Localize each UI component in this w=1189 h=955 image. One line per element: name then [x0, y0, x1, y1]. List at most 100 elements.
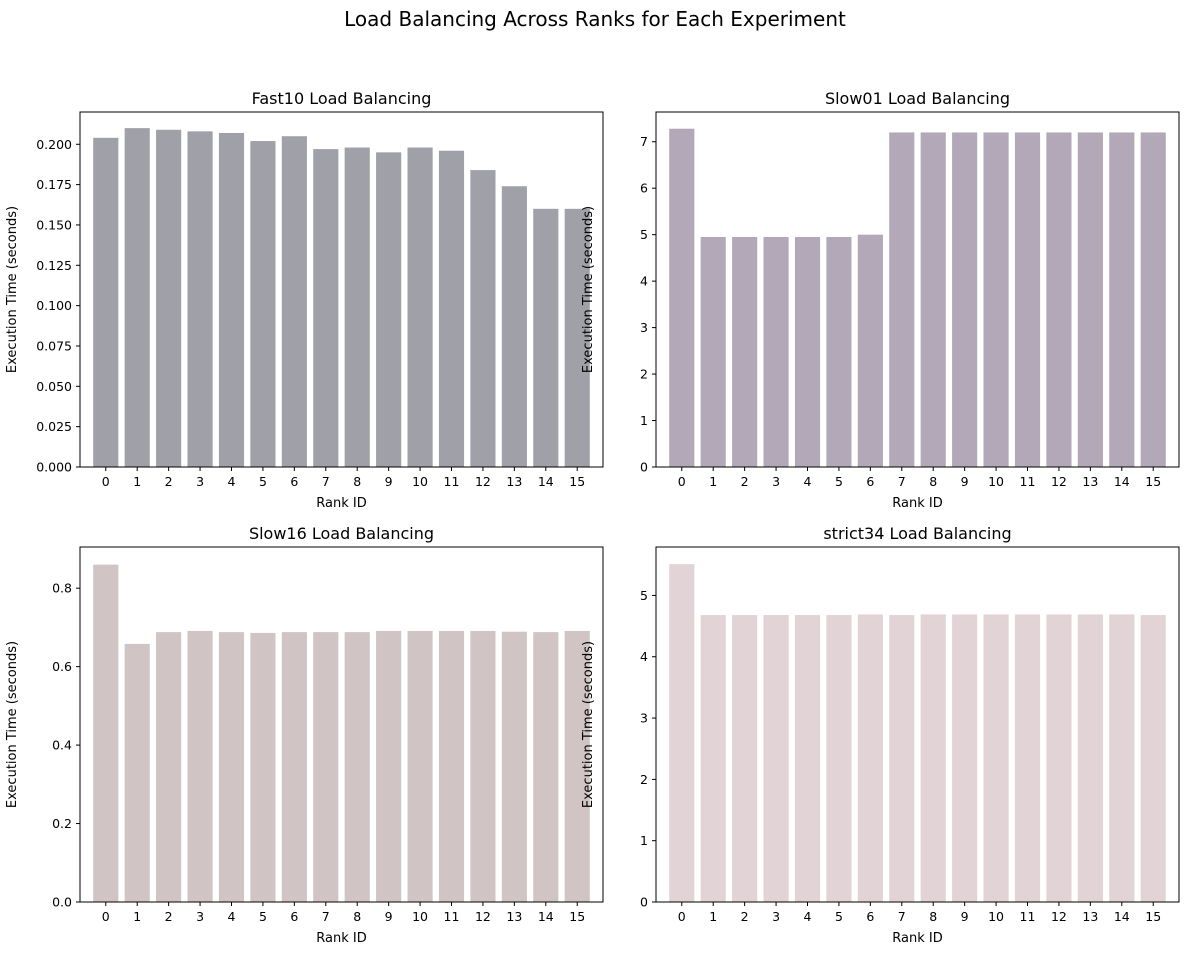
- y-axis-label: Execution Time (seconds): [581, 641, 596, 808]
- subplot-grid: 0 1 2 3 4 5 6 7 8 9 10 11 12 13 14 150.0000.0250.0500.0…: [5, 89, 1180, 946]
- y-tick-label: 3: [640, 320, 648, 335]
- x-tick-label: 6: [866, 909, 874, 924]
- x-tick-label: 9: [961, 909, 969, 924]
- bar-rank-6: [857, 234, 883, 467]
- x-tick-label: 1: [709, 909, 717, 924]
- bar-rank-13: [501, 631, 527, 902]
- bar-rank-4: [794, 615, 821, 902]
- bar-rank-3: [187, 131, 213, 467]
- y-tick-label: 0.4: [52, 738, 72, 753]
- bar-rank-10: [407, 630, 433, 902]
- figure-suptitle: Load Balancing Across Ranks for Each Exp…: [344, 7, 846, 31]
- y-axis-label: Execution Time (seconds): [5, 206, 20, 373]
- bar-rank-8: [920, 132, 946, 468]
- bar-rank-7: [313, 149, 339, 467]
- x-tick-label: 13: [1082, 474, 1098, 489]
- x-tick-label: 11: [444, 474, 460, 489]
- x-axis-label: Rank ID: [316, 496, 366, 511]
- x-tick-label: 15: [1145, 909, 1161, 924]
- x-tick-label: 14: [538, 474, 554, 489]
- x-axis-label: Rank ID: [316, 931, 366, 946]
- x-tick-label: 9: [385, 474, 393, 489]
- y-tick-label: 6: [640, 181, 648, 196]
- bar-rank-8: [344, 632, 370, 902]
- x-tick-label: 5: [835, 474, 843, 489]
- bar-rank-3: [763, 615, 789, 902]
- x-tick-label: 1: [133, 474, 141, 489]
- x-tick-label: 14: [1114, 909, 1130, 924]
- bar-rank-10: [983, 614, 1009, 902]
- x-tick-label: 11: [1020, 909, 1036, 924]
- bar-rank-6: [281, 632, 307, 902]
- bar-rank-8: [344, 147, 370, 467]
- subplot-title: Fast10 Load Balancing: [252, 89, 432, 108]
- bar-rank-5: [826, 236, 852, 467]
- x-tick-label: 8: [353, 474, 361, 489]
- bar-rank-5: [826, 615, 852, 902]
- bar-rank-2: [732, 615, 758, 902]
- x-tick-label: 12: [475, 474, 491, 489]
- axes-frame: [655, 546, 1180, 903]
- bar-rank-7: [889, 615, 915, 902]
- x-tick-label: 3: [196, 474, 204, 489]
- x-tick-label: 12: [1051, 909, 1067, 924]
- x-tick-label: 6: [290, 474, 298, 489]
- x-tick-label: 2: [741, 909, 749, 924]
- y-tick-label: 0.150: [36, 217, 72, 232]
- bar-rank-1: [124, 643, 150, 902]
- bar-rank-12: [1046, 132, 1072, 468]
- x-tick-label: 10: [412, 474, 428, 489]
- bar-rank-9: [376, 152, 402, 467]
- x-tick-label: 14: [1114, 474, 1130, 489]
- y-tick-label: 0.000: [36, 460, 72, 475]
- bar-rank-6: [281, 136, 307, 468]
- subplot-title: strict34 Load Balancing: [823, 524, 1011, 543]
- y-tick-label: 0.075: [36, 338, 72, 353]
- y-tick-label: 4: [640, 649, 648, 664]
- x-tick-label: 13: [506, 474, 522, 489]
- axes-frame: [655, 111, 1180, 468]
- x-axis-label: Rank ID: [892, 931, 942, 946]
- x-axis-label: Rank ID: [892, 496, 942, 511]
- x-tick-label: 10: [988, 474, 1004, 489]
- y-tick-label: 0.125: [36, 258, 72, 273]
- axes-frame: [79, 546, 604, 903]
- x-tick-label: 11: [444, 909, 460, 924]
- x-tick-label: 12: [1051, 474, 1067, 489]
- subplot-title: Slow01 Load Balancing: [825, 89, 1010, 108]
- bar-rank-10: [983, 132, 1009, 468]
- bar-rank-13: [1077, 614, 1103, 902]
- x-tick-label: 15: [569, 909, 585, 924]
- x-tick-label: 5: [835, 909, 843, 924]
- x-tick-label: 8: [353, 909, 361, 924]
- x-tick-label: 9: [385, 909, 393, 924]
- subplot-3: 0 1 2 3 4 5 6 7 8 9 10 11 12 13 14 150.00.20.40.60.8Slo…: [5, 524, 604, 946]
- y-tick-label: 0.200: [36, 137, 72, 152]
- y-tick-label: 0.050: [36, 379, 72, 394]
- bar-rank-11: [1014, 614, 1041, 902]
- bar-rank-3: [763, 236, 789, 467]
- bar-rank-3: [187, 630, 213, 902]
- x-tick-label: 4: [804, 909, 812, 924]
- bar-rank-2: [156, 129, 182, 467]
- y-tick-label: 0.100: [36, 298, 72, 313]
- bar-rank-6: [857, 614, 883, 902]
- x-tick-label: 6: [290, 909, 298, 924]
- x-tick-label: 0: [102, 909, 110, 924]
- y-tick-label: 0.6: [52, 659, 72, 674]
- y-tick-label: 4: [640, 274, 648, 289]
- bar-rank-15: [564, 208, 590, 467]
- x-tick-label: 7: [898, 909, 906, 924]
- bar-rank-0: [93, 137, 119, 467]
- bar-rank-12: [1046, 614, 1072, 902]
- bar-rank-5: [250, 632, 276, 902]
- bar-rank-8: [920, 614, 946, 902]
- bar-rank-9: [376, 630, 402, 902]
- bar-rank-11: [438, 630, 465, 902]
- bar-rank-7: [313, 632, 339, 902]
- bar-rank-15: [1140, 615, 1166, 902]
- bar-rank-14: [533, 632, 559, 902]
- y-tick-label: 5: [640, 588, 648, 603]
